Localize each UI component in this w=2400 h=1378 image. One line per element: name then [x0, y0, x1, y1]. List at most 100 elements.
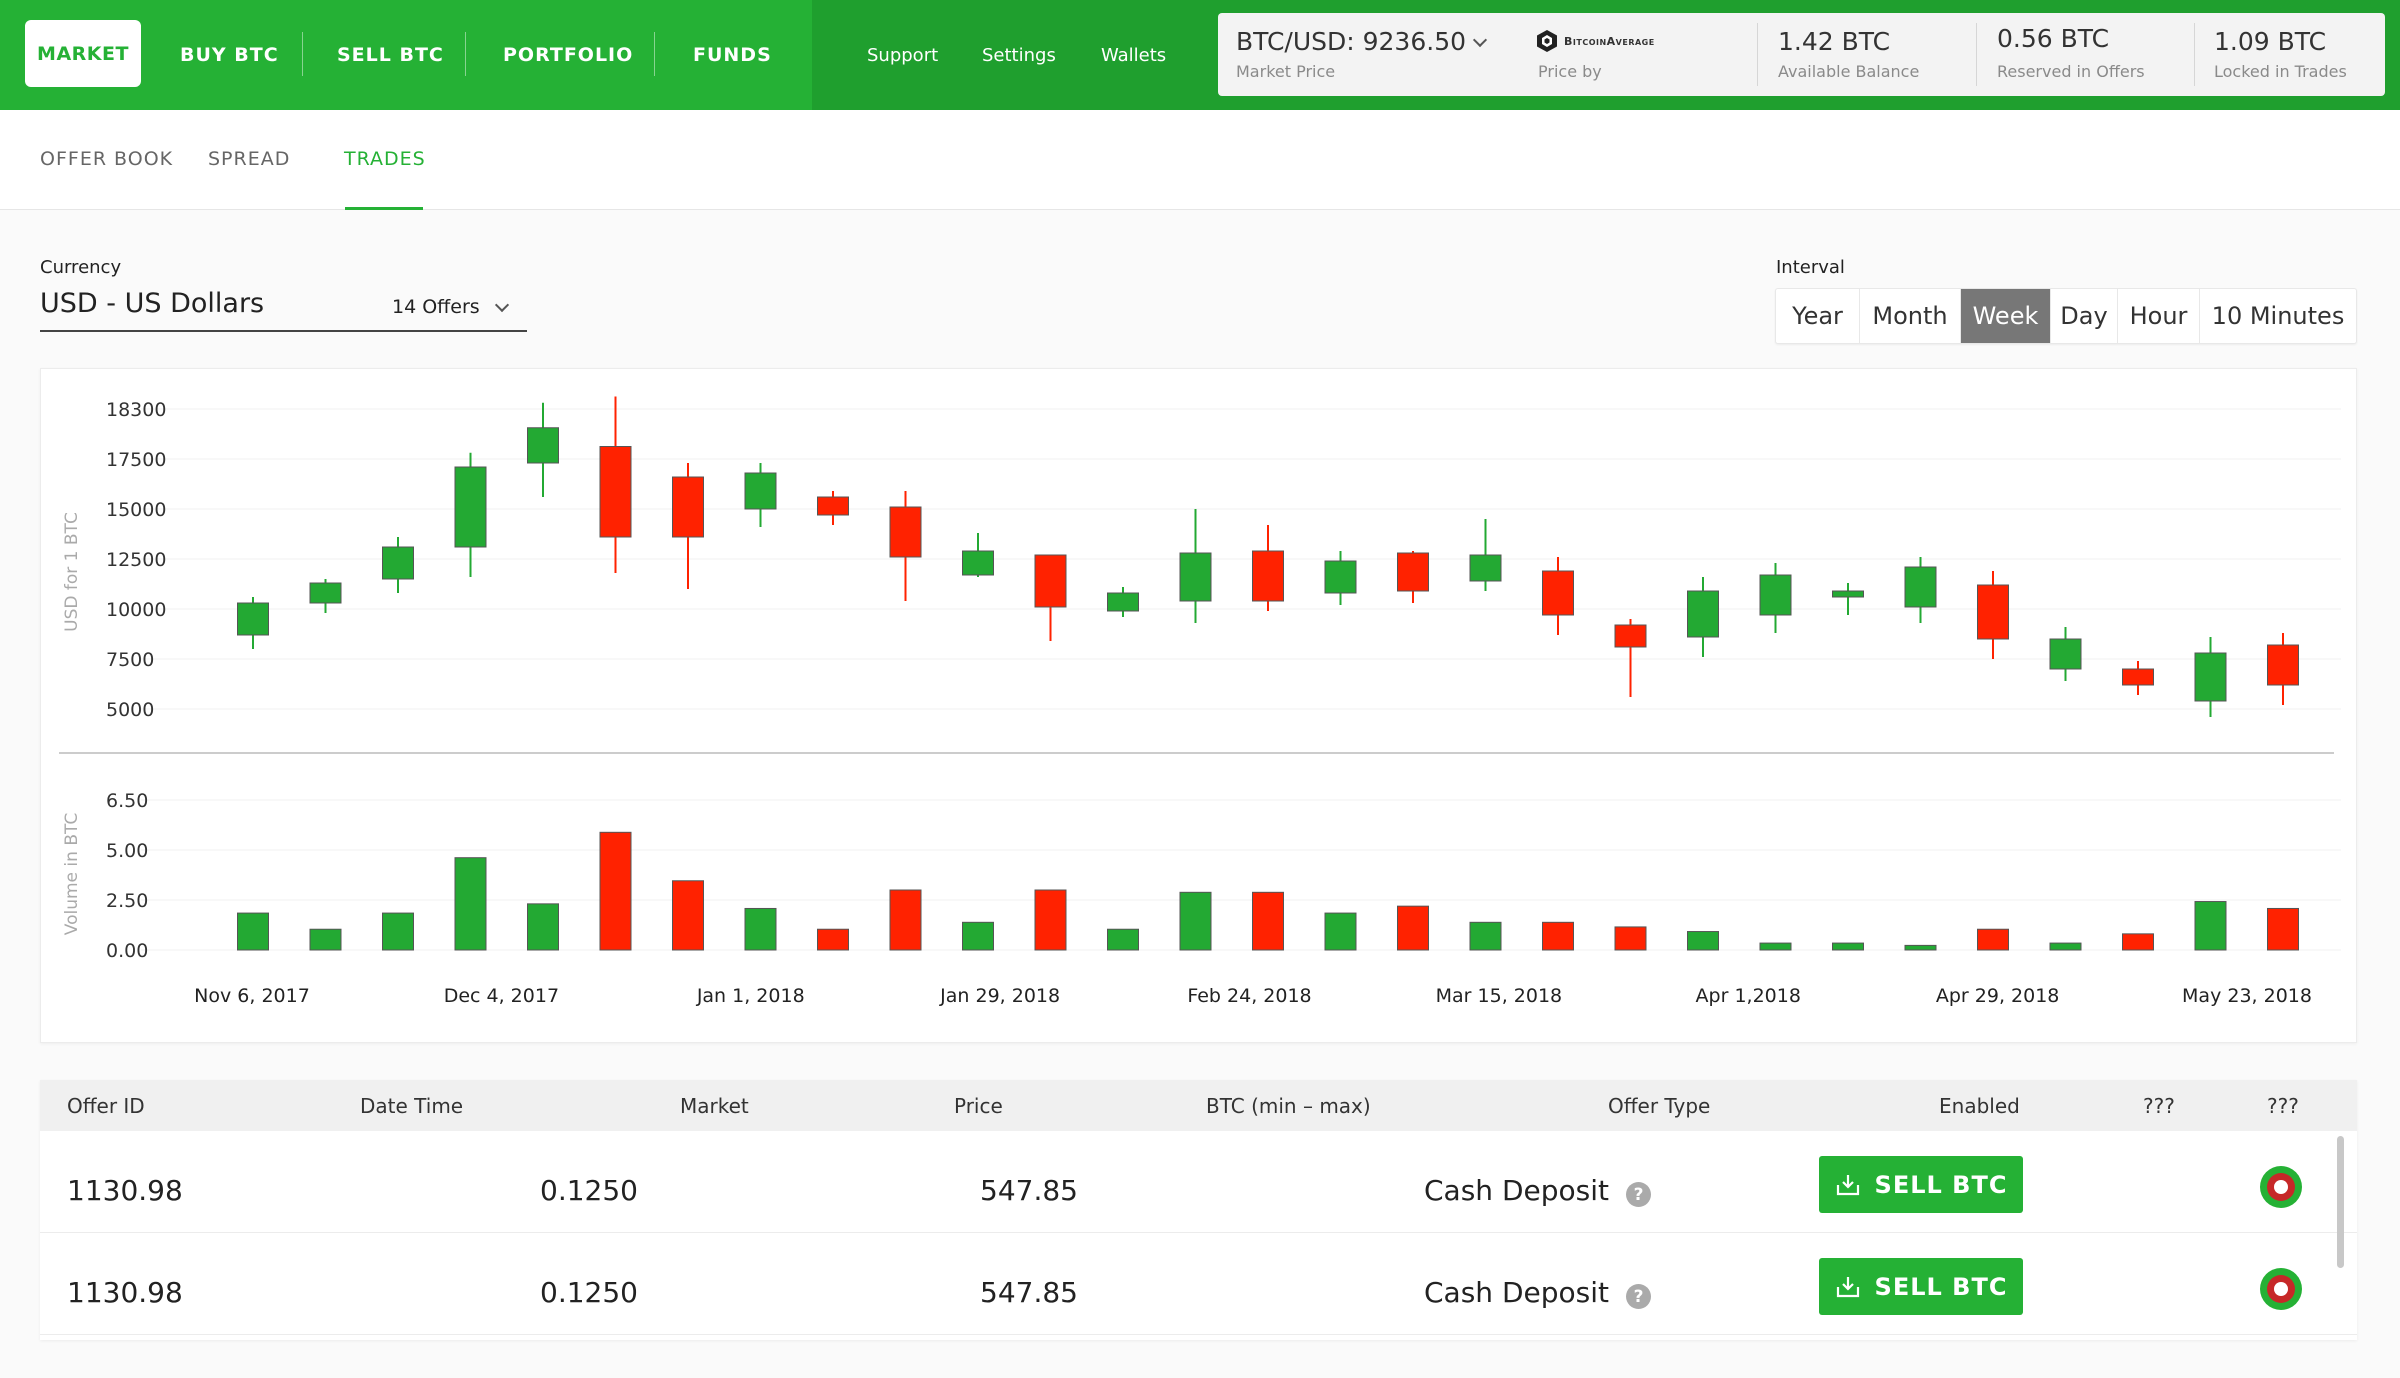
interval-year-button[interactable]: Year: [1776, 289, 1860, 343]
offer-toggle-radio[interactable]: [2260, 1268, 2302, 1310]
candle-body: [1179, 552, 1212, 602]
volume-tick-label: 0.00: [106, 940, 148, 962]
column-header-enabled[interactable]: Enabled: [1939, 1094, 2020, 1118]
nav-support[interactable]: Support: [867, 44, 939, 66]
reserved-balance-value: 0.56 BTC: [1997, 24, 2110, 53]
locked-balance-value: 1.09 BTC: [2214, 27, 2327, 56]
volume-bar: [1542, 921, 1574, 951]
x-tick-label: Dec 4, 2017: [444, 985, 559, 1007]
available-balance-label: Available Balance: [1778, 62, 1920, 81]
volume-bar: [2267, 907, 2299, 951]
candle-body: [1832, 590, 1864, 598]
candle-body: [962, 550, 994, 576]
volume-bar: [1252, 891, 1284, 951]
x-tick-label: Nov 6, 2017: [194, 985, 310, 1007]
interval-month-button[interactable]: Month: [1860, 289, 1961, 343]
nav-wallets[interactable]: Wallets: [1101, 44, 1167, 66]
column-header-btc-range[interactable]: BTC (min – max): [1206, 1094, 1371, 1118]
price-provider-name: BitcoinAverage: [1564, 35, 1655, 48]
candle-body: [527, 427, 559, 464]
market-price-value[interactable]: BTC/USD: 9236.50: [1236, 27, 1467, 56]
candle-body: [1469, 554, 1502, 582]
nav-portfolio[interactable]: PORTFOLIO: [503, 44, 634, 66]
column-header-offer-type[interactable]: Offer Type: [1608, 1094, 1711, 1118]
sell-btc-button[interactable]: SELL BTC: [1819, 1156, 2023, 1213]
x-tick-label: Jan 1, 2018: [696, 985, 805, 1007]
column-header-unknown-2[interactable]: ???: [2267, 1094, 2299, 1118]
volume-bar: [454, 857, 487, 951]
help-icon[interactable]: ?: [1626, 1182, 1651, 1207]
market-price-label: Market Price: [1236, 62, 1336, 81]
chevron-down-icon[interactable]: [494, 297, 510, 313]
volume-bar: [1687, 931, 1719, 951]
date-time-cell: 0.1250: [540, 1276, 638, 1309]
volume-bar: [1977, 928, 2009, 951]
candle-body: [1252, 550, 1284, 602]
price-cell: 547.85: [980, 1174, 1078, 1207]
candle-body: [889, 506, 922, 558]
volume-bar: [1904, 944, 1937, 951]
price-tick-label: 18300: [106, 399, 166, 421]
interval-hour-button[interactable]: Hour: [2118, 289, 2200, 343]
volume-bar: [2194, 901, 2227, 951]
candle-body: [1107, 592, 1139, 612]
currency-select[interactable]: USD - US Dollars 14 Offers: [40, 282, 527, 332]
interval-day-button[interactable]: Day: [2051, 289, 2118, 343]
nav-buy-btc[interactable]: BUY BTC: [180, 44, 279, 66]
info-divider: [1757, 23, 1758, 86]
bitcoinaverage-logo-icon: [1537, 30, 1557, 52]
volume-bar: [962, 921, 994, 951]
candle-body: [237, 602, 269, 636]
x-tick-label: Apr 29, 2018: [1936, 985, 2060, 1007]
table-row[interactable]: 1130.98 0.1250 547.85 Cash Deposit ? SEL…: [40, 1233, 2357, 1335]
column-header-price[interactable]: Price: [954, 1094, 1003, 1118]
sell-btc-button[interactable]: SELL BTC: [1819, 1258, 2023, 1315]
interval-week-button[interactable]: Week: [1961, 289, 2051, 343]
radio-ring: [2267, 1173, 2295, 1201]
nav-funds[interactable]: FUNDS: [693, 44, 772, 66]
x-tick-label: Feb 24, 2018: [1187, 985, 1311, 1007]
offer-id-cell: 1130.98: [67, 1276, 183, 1309]
nav-sell-btc[interactable]: SELL BTC: [337, 44, 444, 66]
offer-toggle-radio[interactable]: [2260, 1166, 2302, 1208]
available-balance-value: 1.42 BTC: [1778, 27, 1891, 56]
candle-body: [382, 546, 414, 580]
volume-bar: [744, 907, 777, 951]
price-axis-title: USD for 1 BTC: [62, 512, 82, 632]
candle-body: [309, 582, 342, 604]
interval-10-minutes-button[interactable]: 10 Minutes: [2211, 302, 2345, 330]
candle-body: [2194, 652, 2227, 702]
tab-offer-book[interactable]: OFFER BOOK: [40, 148, 174, 170]
candle-body: [1034, 554, 1067, 608]
nav-market-button[interactable]: MARKET: [25, 20, 141, 87]
offer-type-cell: Cash Deposit: [1424, 1174, 1609, 1207]
table-row[interactable]: 1130.98 0.1250 547.85 Cash Deposit ? SEL…: [40, 1131, 2357, 1233]
volume-bar: [527, 903, 559, 951]
volume-tick-label: 5.00: [106, 840, 148, 862]
download-tray-icon: [1836, 1174, 1859, 1195]
candle-body: [1904, 566, 1937, 608]
table-header: Offer ID Date Time Market Price BTC (min…: [40, 1080, 2357, 1131]
volume-tick-label: 2.50: [106, 890, 148, 912]
market-tabs: OFFER BOOK SPREAD TRADES: [0, 110, 2400, 210]
info-divider: [2194, 23, 2195, 86]
table-scrollbar[interactable]: [2337, 1136, 2344, 1268]
candle-body: [1324, 560, 1357, 594]
volume-axis-title: Volume in BTC: [62, 813, 82, 935]
candle-body: [1687, 590, 1719, 638]
volume-bar: [1759, 942, 1792, 951]
volume-bar: [1397, 905, 1429, 951]
tab-trades[interactable]: TRADES: [344, 148, 426, 170]
active-tab-indicator: [345, 207, 423, 210]
candle-body: [1759, 574, 1792, 616]
column-header-date-time[interactable]: Date Time: [360, 1094, 464, 1118]
help-icon[interactable]: ?: [1626, 1284, 1651, 1309]
column-header-unknown-1[interactable]: ???: [2143, 1094, 2175, 1118]
candle-body: [2049, 638, 2082, 670]
column-header-market[interactable]: Market: [680, 1094, 749, 1118]
tab-spread[interactable]: SPREAD: [208, 148, 291, 170]
interval-label: Interval: [1776, 257, 1845, 278]
column-header-offer-id[interactable]: Offer ID: [67, 1094, 145, 1118]
nav-settings[interactable]: Settings: [982, 44, 1056, 66]
price-by-label: Price by: [1538, 62, 1602, 81]
